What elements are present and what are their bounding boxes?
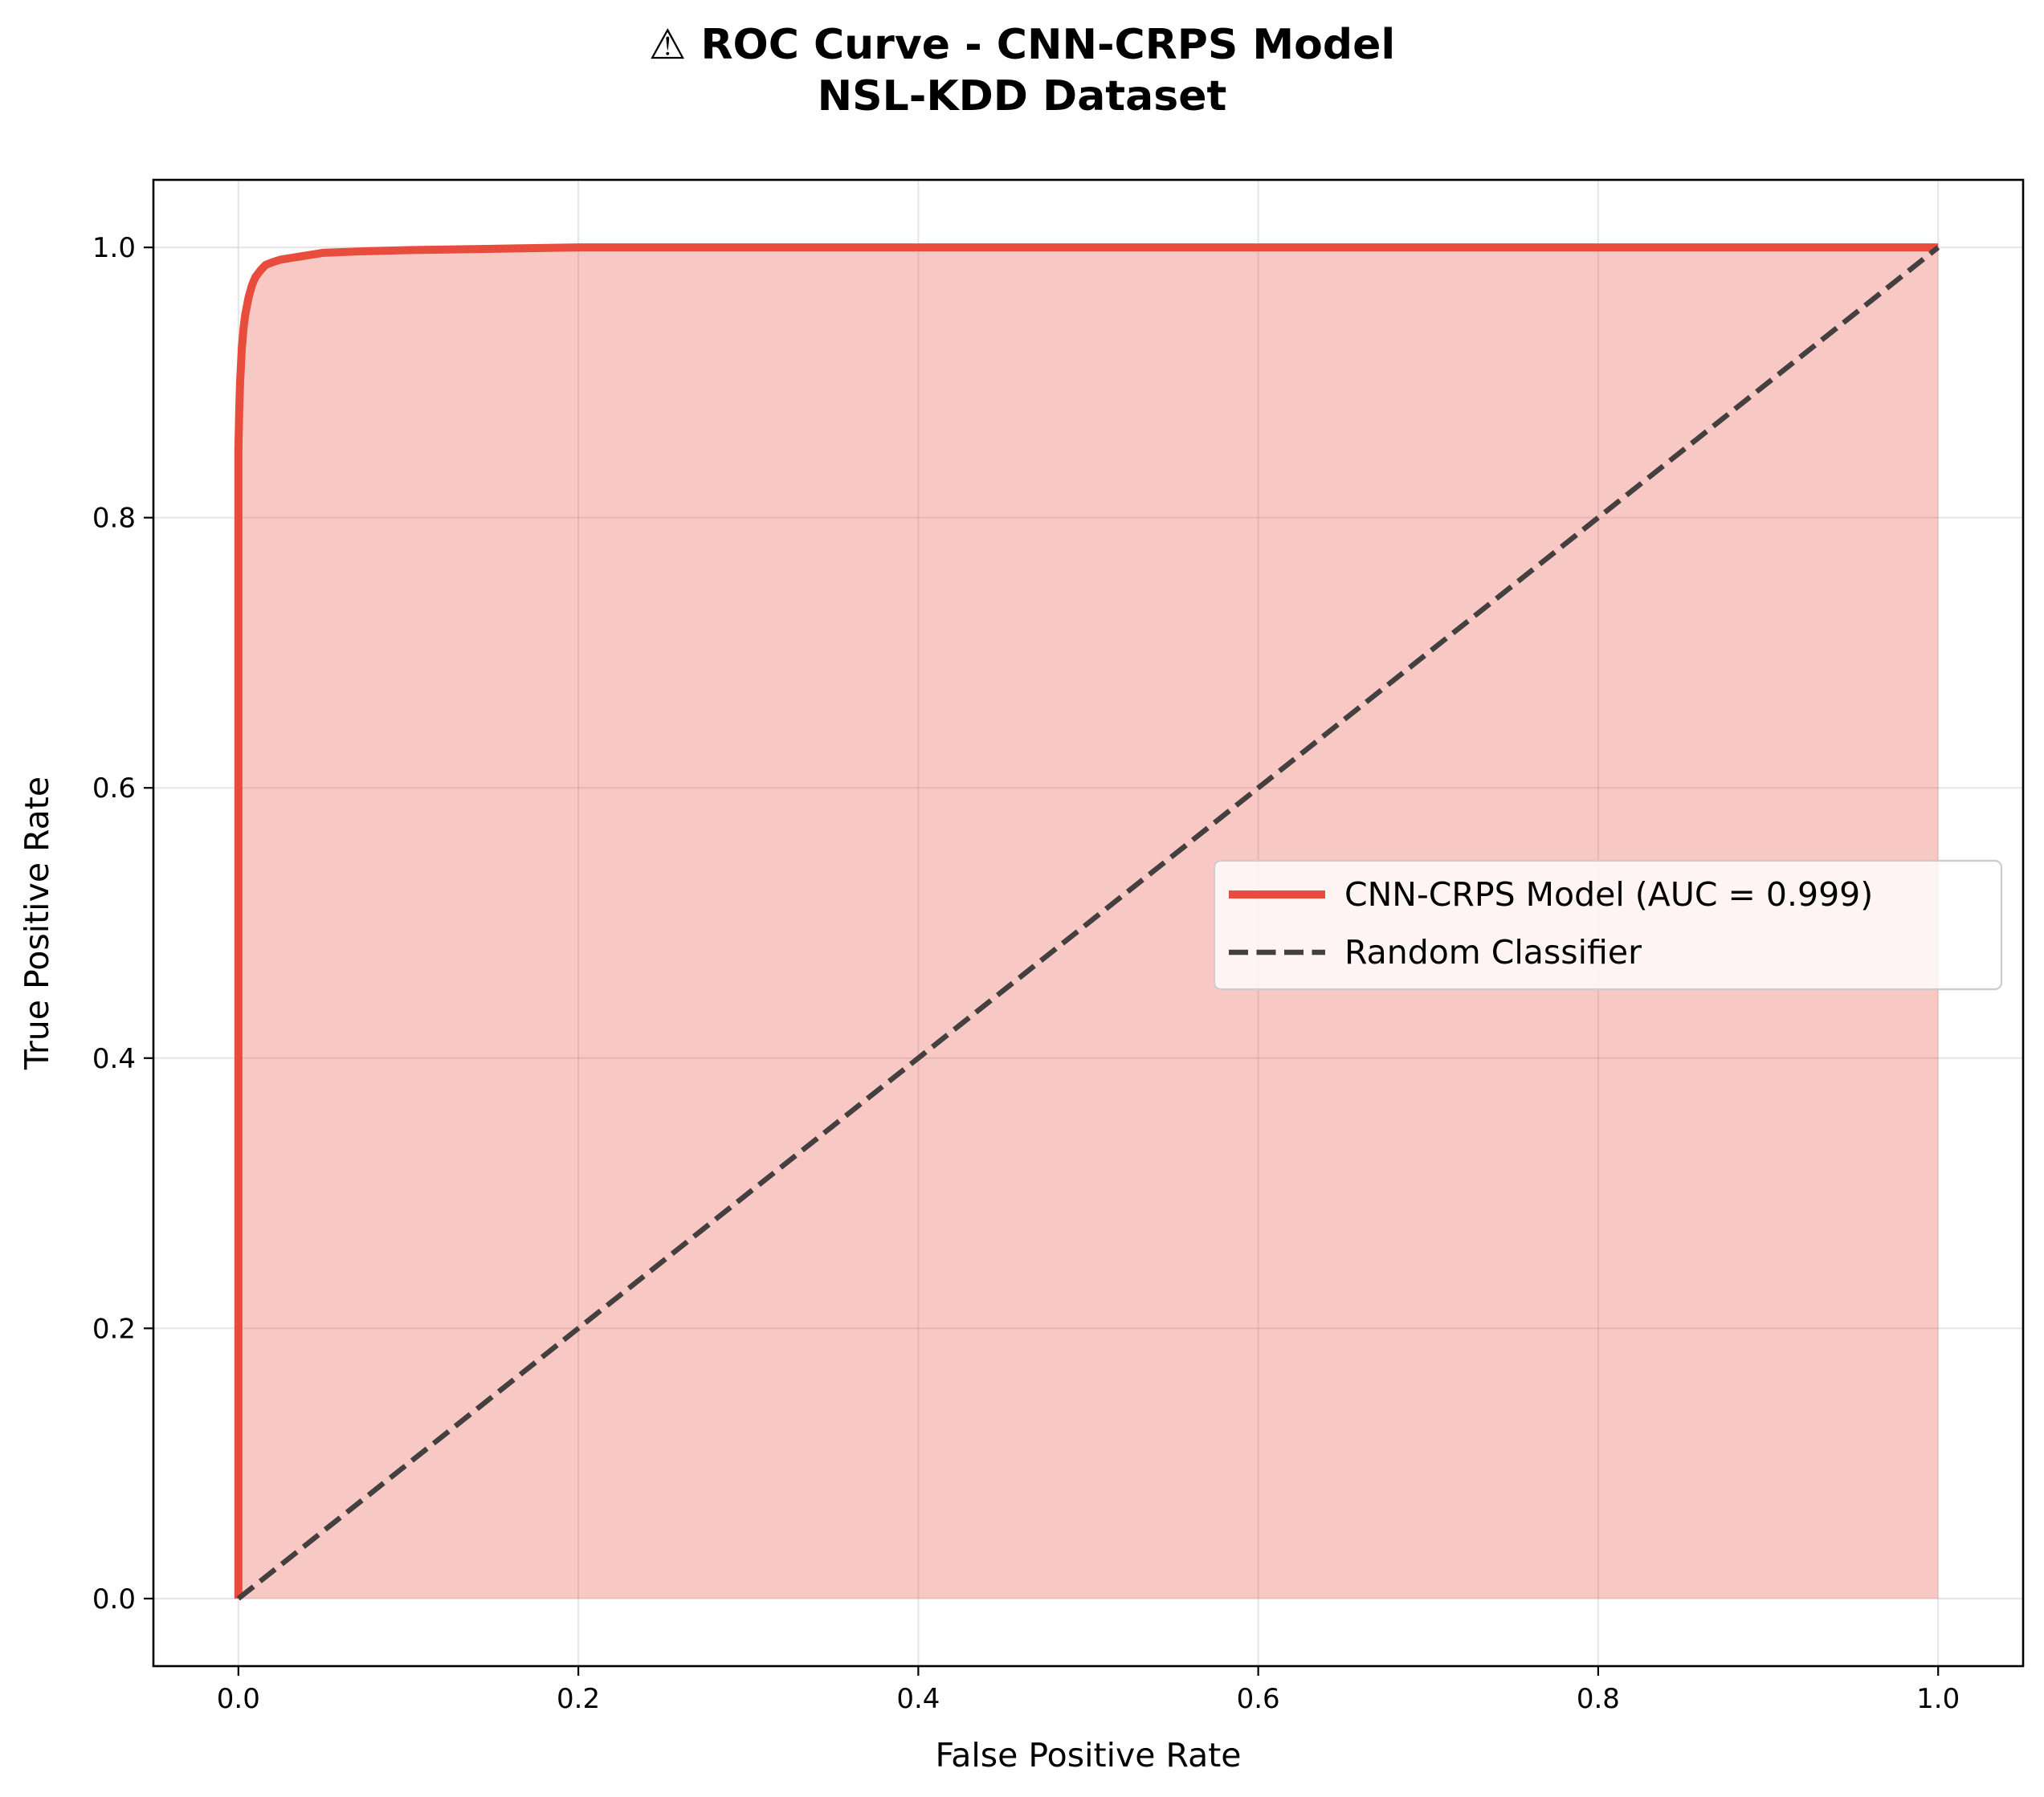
y-axis-label: True Positive Rate [18,776,56,1070]
plot-frame [152,178,2025,1668]
chart-title-block: ⚠ ROC Curve - CNN-CRPS Model NSL-KDD Dat… [0,19,2044,122]
legend-label: Random Classifier [1344,933,1642,972]
tick-layer: 0.0 0.2 0.4 0.6 0.8 1.0 0.0 0.2 0.4 0.6 0.8 1.0 [92,232,1960,1715]
chart-title: ⚠ ROC Curve - CNN-CRPS Model [648,21,1396,69]
legend-box [1213,859,2003,991]
legend-label: CNN-CRPS Model (AUC = 0.999) [1344,875,1873,914]
x-tick-label: 0.6 [1237,1683,1280,1715]
y-tick-label: 0.6 [92,772,136,805]
axes [152,178,2025,1668]
x-axis-label: False Positive Rate [935,1736,1241,1775]
axis-labels: False Positive Rate True Positive Rate [18,776,1242,1775]
x-tick-label: 0.2 [557,1683,600,1715]
x-tick-label: 0.0 [217,1683,260,1715]
chart-subtitle: NSL-KDD Dataset [817,72,1227,120]
x-tick-label: 0.8 [1577,1683,1620,1715]
x-tick-label: 1.0 [1916,1683,1960,1715]
roc-curve-line [234,243,1939,1599]
y-tick-label: 0.4 [92,1043,136,1075]
y-tick-label: 0.0 [92,1583,136,1616]
legend: CNN-CRPS Model (AUC = 0.999) Random Class… [1213,859,2003,991]
series-layer [234,243,1940,1601]
random-classifier-line [236,245,1940,1601]
y-tick-label: 0.8 [92,503,136,535]
x-tick-label: 0.4 [896,1683,940,1715]
y-tick-label: 0.2 [92,1313,136,1345]
y-tick-label: 1.0 [92,232,136,264]
